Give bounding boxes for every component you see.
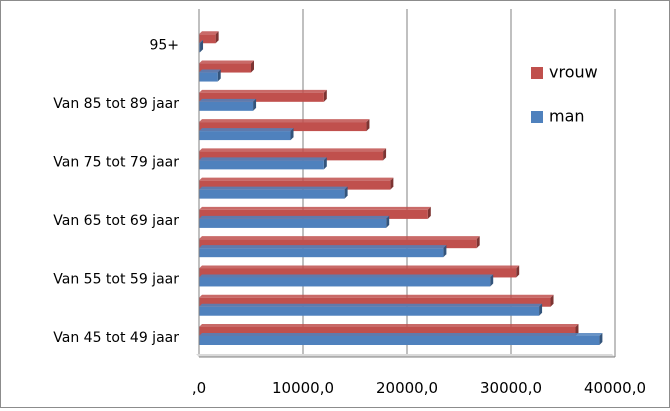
bar-vrouw	[199, 63, 251, 73]
bar-vrouw	[199, 327, 576, 336]
bar-man-side	[443, 245, 447, 258]
bar-vrouw-side	[251, 60, 254, 73]
bar-vrouw-side	[427, 206, 431, 219]
x-tick-label: 10000,0	[272, 379, 334, 397]
bar-man-side	[386, 215, 390, 228]
bar-man-top	[199, 186, 348, 190]
bar-man-top	[199, 98, 257, 102]
bar-vrouw-side	[215, 31, 219, 44]
bar-vrouw-top	[199, 119, 370, 123]
bar-man-top	[199, 303, 543, 307]
category-label: Van 45 tot 49 jaar	[53, 330, 179, 346]
x-tick-label: 20000,0	[376, 379, 438, 397]
bar-vrouw-top	[199, 324, 579, 327]
category-label: Van 75 tot 79 jaar	[53, 154, 179, 170]
bar-man-side	[599, 333, 603, 345]
bar-man	[199, 248, 444, 258]
axis-floor	[196, 354, 615, 357]
bar-man-top	[199, 215, 390, 219]
bar-man	[199, 160, 324, 170]
bar-man	[199, 218, 387, 228]
legend-label: vrouw	[549, 63, 598, 82]
bar-vrouw	[199, 180, 391, 190]
x-tick-label: 40000,0	[584, 379, 646, 397]
category-label: Van 55 tot 59 jaar	[53, 271, 179, 287]
bar-man-top	[199, 157, 327, 161]
bar-vrouw	[199, 297, 551, 307]
legend-label: man	[549, 107, 585, 126]
bar-man	[199, 43, 201, 53]
bar-vrouw-top	[199, 236, 480, 240]
x-tick-label: ,0	[192, 379, 206, 397]
bar-man-top	[199, 333, 603, 336]
bar-man-side	[217, 69, 221, 82]
bar-vrouw-top	[199, 265, 520, 269]
bar-man-top	[199, 69, 221, 73]
bar-vrouw	[199, 151, 384, 161]
bar-vrouw	[199, 34, 216, 44]
bar-man-top	[199, 40, 204, 44]
bar-vrouw-top	[199, 177, 394, 181]
bar-vrouw-side	[366, 119, 370, 132]
bar-man-side	[539, 303, 543, 316]
bar-vrouw-side	[390, 177, 394, 190]
bar-man	[199, 336, 600, 345]
bar-man	[199, 72, 218, 82]
bar-vrouw-side	[516, 265, 520, 278]
bar-vrouw	[199, 209, 428, 219]
bar-vrouw-top	[199, 31, 219, 35]
bar-man-top	[199, 245, 447, 249]
bar-vrouw	[199, 122, 367, 132]
bar-vrouw	[199, 268, 517, 278]
bar-vrouw	[199, 92, 324, 102]
bar-vrouw-top	[199, 206, 431, 210]
bar-vrouw-top	[199, 294, 554, 298]
bar-man-side	[344, 186, 348, 199]
bar-vrouw-top	[199, 89, 327, 93]
bar-man	[199, 277, 491, 287]
category-label: Van 65 tot 69 jaar	[53, 213, 179, 229]
category-label: Van 85 tot 89 jaar	[53, 96, 179, 112]
bar-vrouw-side	[476, 236, 480, 249]
x-tick-label: 30000,0	[480, 379, 542, 397]
bar-man-side	[323, 157, 327, 170]
bar-man-side	[490, 274, 494, 287]
bar-vrouw-top	[199, 60, 254, 64]
bar-vrouw-top	[199, 148, 387, 152]
category-label: 95+	[149, 37, 179, 53]
legend-swatch	[531, 67, 543, 79]
bar-man	[199, 101, 254, 111]
bar-man-side	[200, 40, 204, 53]
bar-man-side	[290, 128, 294, 141]
bar-vrouw	[199, 239, 477, 249]
bar-vrouw-side	[323, 89, 327, 102]
legend-swatch	[531, 111, 543, 123]
bar-man	[199, 189, 345, 199]
bar-man-side	[253, 98, 257, 111]
bar-vrouw-side	[383, 148, 387, 161]
bar-man	[199, 131, 291, 141]
bar-man-top	[199, 128, 294, 132]
bar-man-top	[199, 274, 494, 278]
bar-vrouw-side	[550, 294, 554, 307]
bar-man	[199, 306, 540, 316]
